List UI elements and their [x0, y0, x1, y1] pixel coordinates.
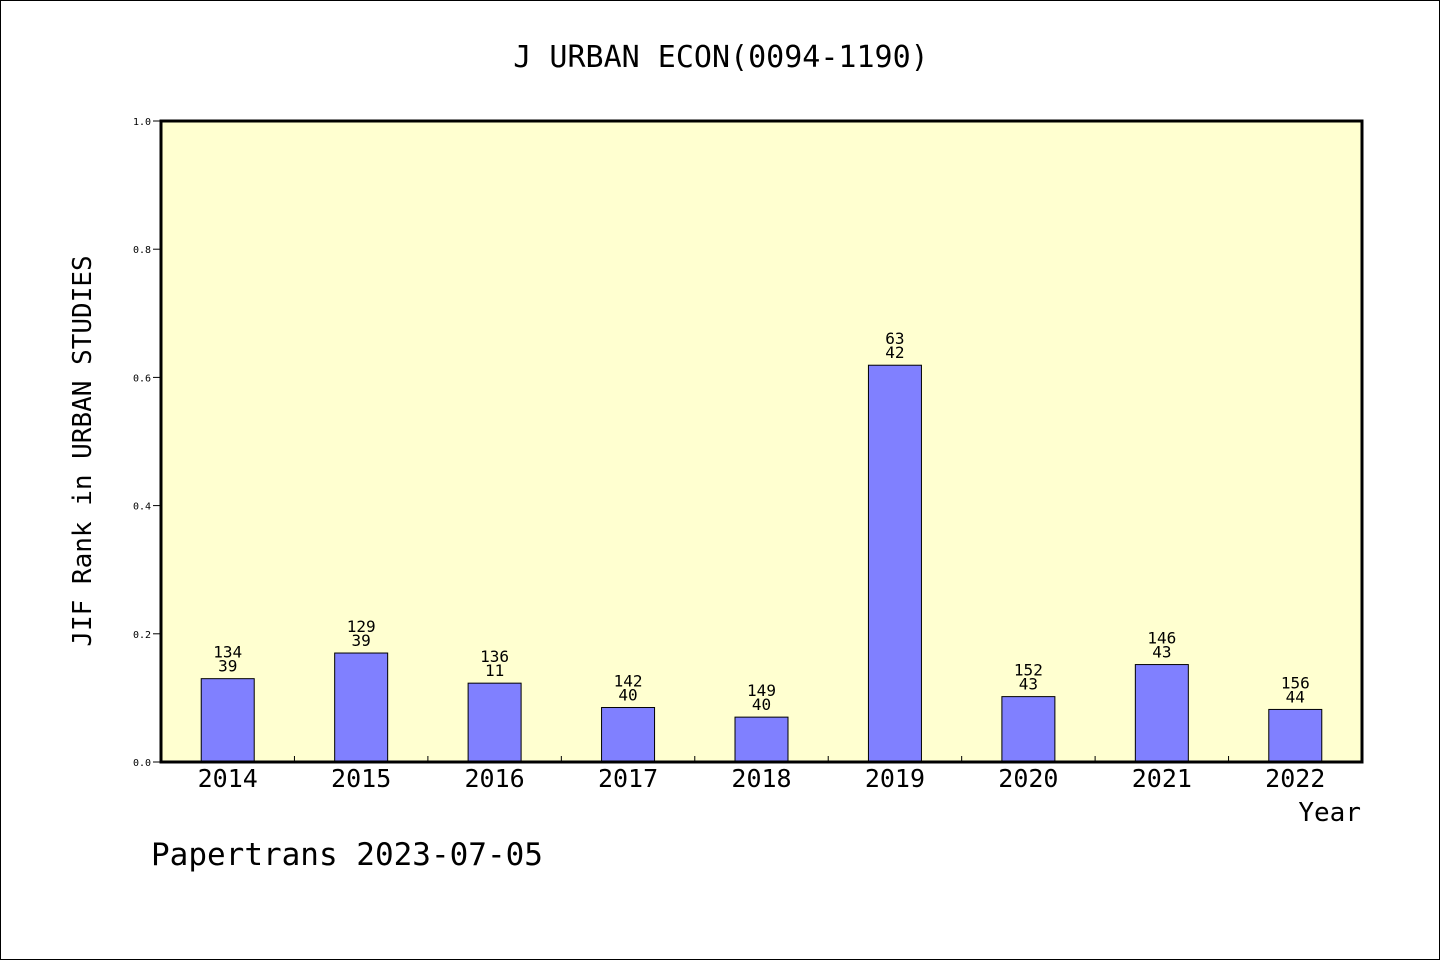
x-tick-label-2018: 2018 — [731, 764, 791, 793]
bar-2020 — [1001, 696, 1056, 763]
bar-label-count-2017: 40 — [618, 686, 637, 705]
y-axis: 0.0 0.2 0.4 0.6 0.8 1.0 — [133, 117, 161, 769]
x-axis: 2014 2015 2016 2017 2018 2019 2020 2021 2022 — [198, 756, 1325, 793]
bar-2017 — [601, 707, 656, 763]
x-tick-label-2021: 2021 — [1132, 764, 1192, 793]
chart-title: J URBAN ECON(0094-1190) — [513, 40, 928, 75]
bar-label-count-2019: 42 — [885, 343, 904, 362]
y-tick-label: 0.2 — [133, 630, 151, 641]
bar-group — [200, 364, 1323, 763]
y-axis-title: JIF Rank in URBAN STUDIES — [68, 255, 98, 646]
bar-label-count-2022: 44 — [1286, 687, 1305, 706]
bar-label-rank-2019: 63 — [885, 329, 904, 348]
x-tick-label-2015: 2015 — [331, 764, 391, 793]
bar-label-rank-2016: 136 — [480, 647, 509, 666]
x-tick-label-2017: 2017 — [598, 764, 658, 793]
bar-label-count-2014: 39 — [218, 657, 237, 676]
x-tick-label-2019: 2019 — [865, 764, 925, 793]
footer-credit: Papertrans 2023-07-05 — [151, 837, 543, 873]
bar-label-count-2018: 40 — [752, 695, 771, 714]
y-tick-label: 0.6 — [133, 373, 151, 384]
plot-border — [159, 119, 1364, 764]
x-tick-label-2022: 2022 — [1265, 764, 1325, 793]
bar-label-count-2015: 39 — [352, 631, 371, 650]
bar-2021 — [1134, 664, 1189, 763]
bar-label-rank-2018: 149 — [747, 681, 776, 700]
bar-label-rank-2021: 146 — [1147, 629, 1176, 648]
bar-label-count-2020: 43 — [1019, 675, 1038, 694]
bar-label-count-2021: 43 — [1152, 643, 1171, 662]
bar-label-rank-2022: 156 — [1281, 673, 1310, 692]
y-tick-label: 0.8 — [133, 245, 151, 256]
bar-label-count-2016: 11 — [485, 661, 504, 680]
y-tick-label: 0.0 — [133, 758, 151, 769]
bar-label-rank-2015: 129 — [347, 617, 376, 636]
bar-2014 — [200, 678, 255, 763]
bar-label-rank-2020: 152 — [1014, 661, 1043, 680]
bar-label-rank-2017: 142 — [614, 672, 643, 691]
bar-label-rank-2014: 134 — [213, 643, 242, 662]
y-tick-label: 1.0 — [133, 117, 151, 128]
bar-2015 — [334, 652, 389, 763]
bar-2022 — [1268, 708, 1323, 763]
x-tick-label-2020: 2020 — [998, 764, 1058, 793]
x-axis-title: Year — [1298, 798, 1361, 828]
x-tick-label-2014: 2014 — [198, 764, 258, 793]
bar-2019 — [867, 364, 922, 763]
bar-2018 — [734, 716, 789, 763]
y-tick-label: 0.4 — [133, 502, 151, 513]
x-tick-label-2016: 2016 — [465, 764, 525, 793]
bar-2016 — [467, 682, 522, 763]
